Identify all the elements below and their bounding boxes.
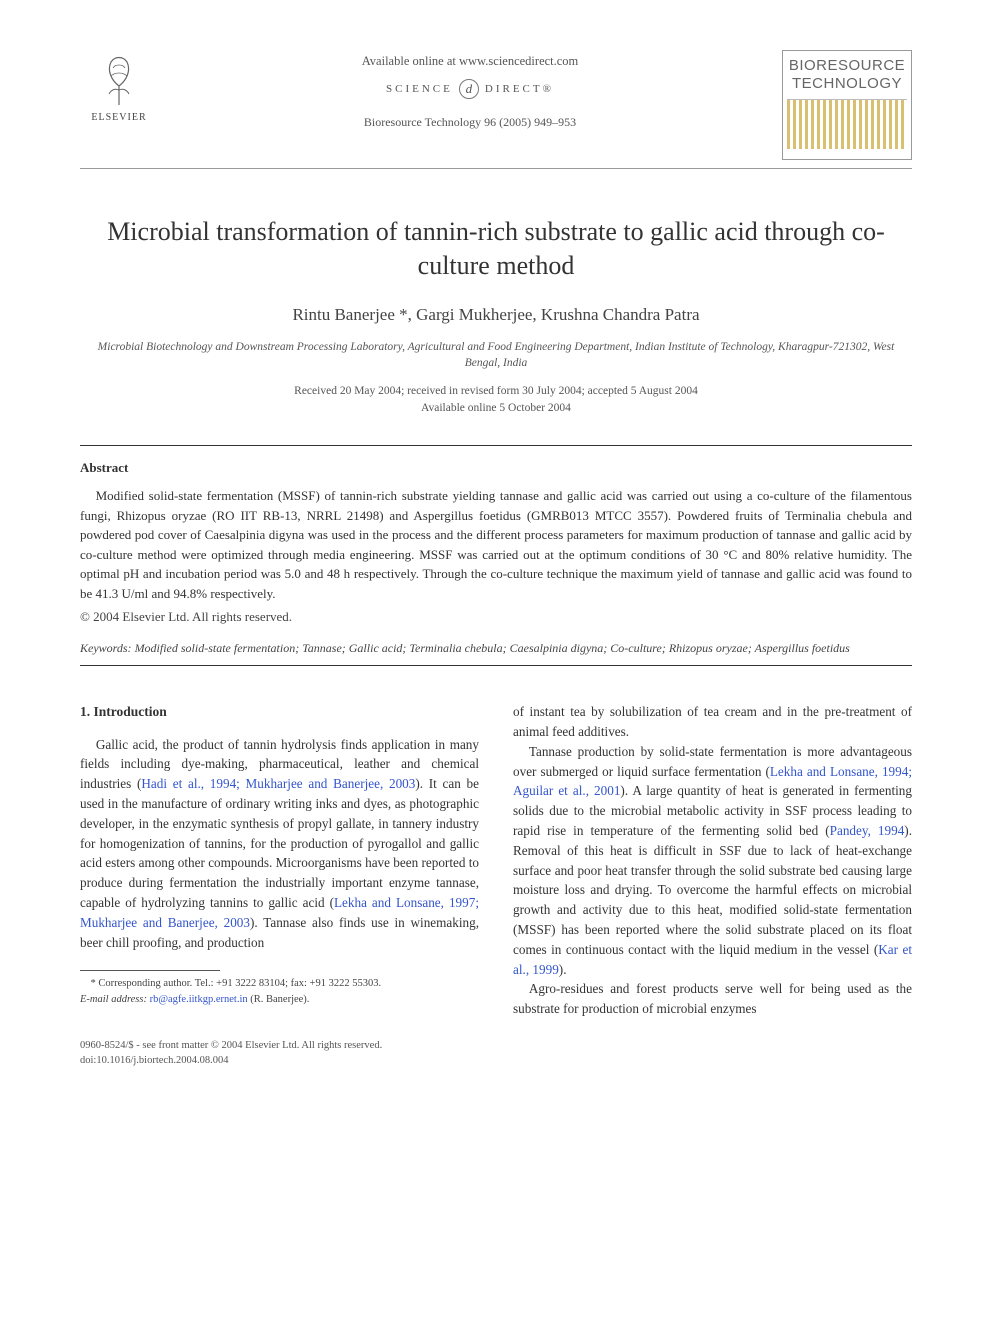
text-run: ). Removal of this heat is difficult in … (513, 823, 912, 957)
received-line: Received 20 May 2004; received in revise… (294, 385, 698, 397)
citation-link[interactable]: Pandey, 1994 (830, 823, 905, 838)
journal-cover-block: BIORESOURCE TECHNOLOGY (782, 50, 912, 160)
footnote-corr: * Corresponding author. Tel.: +91 3222 8… (91, 978, 382, 989)
intro-paragraph-1: Gallic acid, the product of tannin hydro… (80, 735, 479, 953)
elsevier-tree-icon (89, 50, 149, 110)
footer-copyright: 0960-8524/$ - see front matter © 2004 El… (80, 1040, 382, 1051)
page-header: ELSEVIER Available online at www.science… (80, 50, 912, 160)
publisher-label: ELSEVIER (91, 112, 146, 123)
available-online-line: Available online at www.sciencedirect.co… (362, 54, 579, 69)
footnote-rule (80, 970, 220, 971)
publisher-logo-block: ELSEVIER (80, 50, 158, 123)
intro-paragraph-1-cont: of instant tea by solubilization of tea … (513, 702, 912, 742)
sciencedirect-logo: SCIENCE d DIRECT® (386, 79, 554, 99)
keywords-label: Keywords: (80, 641, 132, 655)
sd-glyph-icon: d (459, 79, 479, 99)
text-run: ). It can be used in the manufacture of … (80, 776, 479, 910)
online-line: Available online 5 October 2004 (421, 402, 571, 414)
footnote-email-link[interactable]: rb@agfe.iitkgp.ernet.in (150, 994, 251, 1005)
sd-text-left: SCIENCE (386, 83, 453, 95)
section-heading-introduction: 1. Introduction (80, 702, 479, 722)
footnote-email-label: E-mail address: (80, 994, 147, 1005)
citation-line: Bioresource Technology 96 (2005) 949–953 (364, 115, 576, 130)
keywords-line: Keywords: Modified solid-state fermentat… (80, 639, 912, 657)
column-left: 1. Introduction Gallic acid, the product… (80, 702, 479, 1019)
intro-paragraph-3: Agro-residues and forest products serve … (513, 979, 912, 1019)
abstract-copyright: © 2004 Elsevier Ltd. All rights reserved… (80, 609, 912, 625)
column-right: of instant tea by solubilization of tea … (513, 702, 912, 1019)
journal-cover-graphic-icon (787, 99, 907, 149)
body-columns: 1. Introduction Gallic acid, the product… (80, 702, 912, 1019)
article-dates: Received 20 May 2004; received in revise… (80, 383, 912, 418)
footnote-email-tail: (R. Banerjee). (250, 994, 309, 1005)
journal-title: BIORESOURCE TECHNOLOGY (787, 57, 907, 93)
intro-paragraph-2: Tannase production by solid-state fermen… (513, 742, 912, 980)
affiliation: Microbial Biotechnology and Downstream P… (80, 339, 912, 371)
sd-text-right: DIRECT® (485, 83, 554, 95)
header-center: Available online at www.sciencedirect.co… (158, 50, 782, 130)
author-line: Rintu Banerjee *, Gargi Mukherjee, Krush… (80, 305, 912, 325)
corresponding-author-footnote: * Corresponding author. Tel.: +91 3222 8… (80, 976, 479, 1008)
text-run: ). (559, 962, 567, 977)
keywords-bottom-rule (80, 665, 912, 666)
abstract-text: Modified solid-state fermentation (MSSF)… (80, 486, 912, 603)
footer-doi: doi:10.1016/j.biortech.2004.08.004 (80, 1055, 228, 1066)
abstract-label: Abstract (80, 460, 912, 476)
page-footer: 0960-8524/$ - see front matter © 2004 El… (80, 1039, 912, 1068)
abstract-top-rule (80, 445, 912, 446)
keywords-text: Modified solid-state fermentation; Tanna… (132, 641, 850, 655)
article-title: Microbial transformation of tannin-rich … (80, 215, 912, 283)
journal-cover-box: BIORESOURCE TECHNOLOGY (782, 50, 912, 160)
header-rule (80, 168, 912, 169)
citation-link[interactable]: Hadi et al., 1994; Mukharjee and Banerje… (141, 776, 415, 791)
